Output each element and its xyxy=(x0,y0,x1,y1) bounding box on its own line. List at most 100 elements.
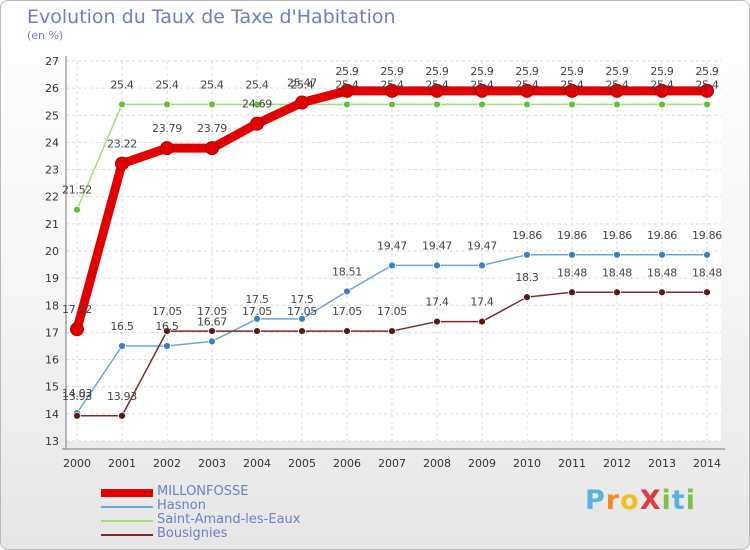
data-label: 17.05 xyxy=(197,305,227,318)
data-point xyxy=(343,100,351,109)
data-point xyxy=(613,100,621,109)
chart-subtitle: (en %) xyxy=(27,29,64,42)
data-label: 19.86 xyxy=(557,229,587,242)
data-label: 17.4 xyxy=(470,296,494,309)
data-label: 17.05 xyxy=(377,305,407,318)
data-point xyxy=(520,83,534,98)
data-label: 24.69 xyxy=(242,98,272,111)
x-tick-label: 2008 xyxy=(423,457,451,470)
y-tick-label: 17 xyxy=(45,326,59,339)
data-point xyxy=(118,342,126,350)
data-point xyxy=(163,100,171,109)
data-label: 25.4 xyxy=(110,78,134,91)
data-point xyxy=(208,337,216,346)
data-point xyxy=(613,250,621,259)
logo-letter: t xyxy=(671,485,686,516)
data-label: 18.48 xyxy=(602,266,632,279)
y-tick-label: 21 xyxy=(45,218,59,231)
x-tick-label: 2003 xyxy=(198,457,226,470)
data-point xyxy=(250,116,264,131)
data-point xyxy=(163,327,171,335)
data-point xyxy=(703,100,711,109)
legend-swatch xyxy=(101,489,153,497)
data-point xyxy=(703,250,711,259)
data-label: 25.4 xyxy=(515,78,539,91)
data-point xyxy=(475,83,489,98)
data-point xyxy=(568,100,576,109)
data-point xyxy=(115,156,129,171)
data-label: 19.86 xyxy=(602,229,632,242)
data-label: 16.67 xyxy=(197,315,227,328)
legend-swatch xyxy=(101,534,153,536)
data-point xyxy=(73,205,81,214)
data-point xyxy=(430,83,444,98)
data-label: 25.9 xyxy=(515,65,539,78)
proxiti-logo: ProXiti xyxy=(585,485,696,516)
legend-label: Bousignies xyxy=(157,526,228,541)
data-label: 19.86 xyxy=(512,229,542,242)
legend-label: MILLONFOSSE xyxy=(157,484,249,499)
y-tick-label: 16 xyxy=(45,354,59,367)
data-label: 17.5 xyxy=(290,293,314,306)
data-label: 17.4 xyxy=(425,296,449,309)
data-label: 25.4 xyxy=(380,78,404,91)
data-label: 18.48 xyxy=(692,266,722,279)
data-label: 18.48 xyxy=(557,266,587,279)
y-tick-label: 20 xyxy=(45,245,59,258)
x-tick-label: 2009 xyxy=(468,457,496,470)
x-tick-label: 2010 xyxy=(513,457,541,470)
x-tick-label: 2000 xyxy=(63,457,91,470)
data-point xyxy=(433,100,441,109)
x-tick-label: 2011 xyxy=(558,457,586,470)
data-label: 25.4 xyxy=(290,78,314,91)
data-label: 25.4 xyxy=(470,78,494,91)
data-point xyxy=(478,317,486,326)
data-point xyxy=(253,100,261,109)
logo-letter: i xyxy=(685,485,696,516)
data-label: 17.05 xyxy=(242,305,272,318)
data-point xyxy=(478,100,486,109)
data-label: 18.51 xyxy=(332,265,362,278)
y-tick-label: 15 xyxy=(45,381,59,394)
data-point xyxy=(160,141,174,156)
data-point xyxy=(343,327,351,335)
data-label: 21.52 xyxy=(62,184,92,197)
data-label: 19.47 xyxy=(422,239,452,252)
y-tick-label: 22 xyxy=(45,191,59,204)
data-point xyxy=(703,288,711,297)
y-tick-label: 25 xyxy=(45,109,59,122)
data-point xyxy=(658,100,666,109)
data-label: 25.9 xyxy=(650,65,674,78)
data-label: 25.4 xyxy=(605,78,629,91)
data-label: 19.86 xyxy=(647,229,677,242)
data-point xyxy=(118,411,126,420)
data-point xyxy=(613,288,621,297)
x-tick-label: 2006 xyxy=(333,457,361,470)
data-label: 25.9 xyxy=(335,65,359,78)
x-tick-label: 2014 xyxy=(693,457,721,470)
data-point xyxy=(433,261,441,270)
data-point xyxy=(523,100,531,109)
data-label: 17.05 xyxy=(332,305,362,318)
data-label: 25.9 xyxy=(425,65,449,78)
x-tick-label: 2001 xyxy=(108,457,136,470)
y-tick-label: 14 xyxy=(45,408,59,421)
data-point xyxy=(208,100,216,109)
data-label: 23.79 xyxy=(152,122,182,135)
data-point xyxy=(163,342,171,350)
data-point xyxy=(298,314,306,323)
data-label: 19.47 xyxy=(377,239,407,252)
x-tick-label: 2012 xyxy=(603,457,631,470)
legend-label: Saint-Amand-les-Eaux xyxy=(157,512,301,527)
data-point xyxy=(253,327,261,335)
data-label: 25.9 xyxy=(470,65,494,78)
data-point xyxy=(568,250,576,259)
data-label: 25.9 xyxy=(605,65,629,78)
data-point xyxy=(295,95,309,110)
data-point xyxy=(658,288,666,297)
x-tick-label: 2004 xyxy=(243,457,271,470)
data-point xyxy=(388,261,396,270)
logo-letter: P xyxy=(585,485,606,516)
data-point xyxy=(73,411,81,420)
data-point xyxy=(388,100,396,109)
